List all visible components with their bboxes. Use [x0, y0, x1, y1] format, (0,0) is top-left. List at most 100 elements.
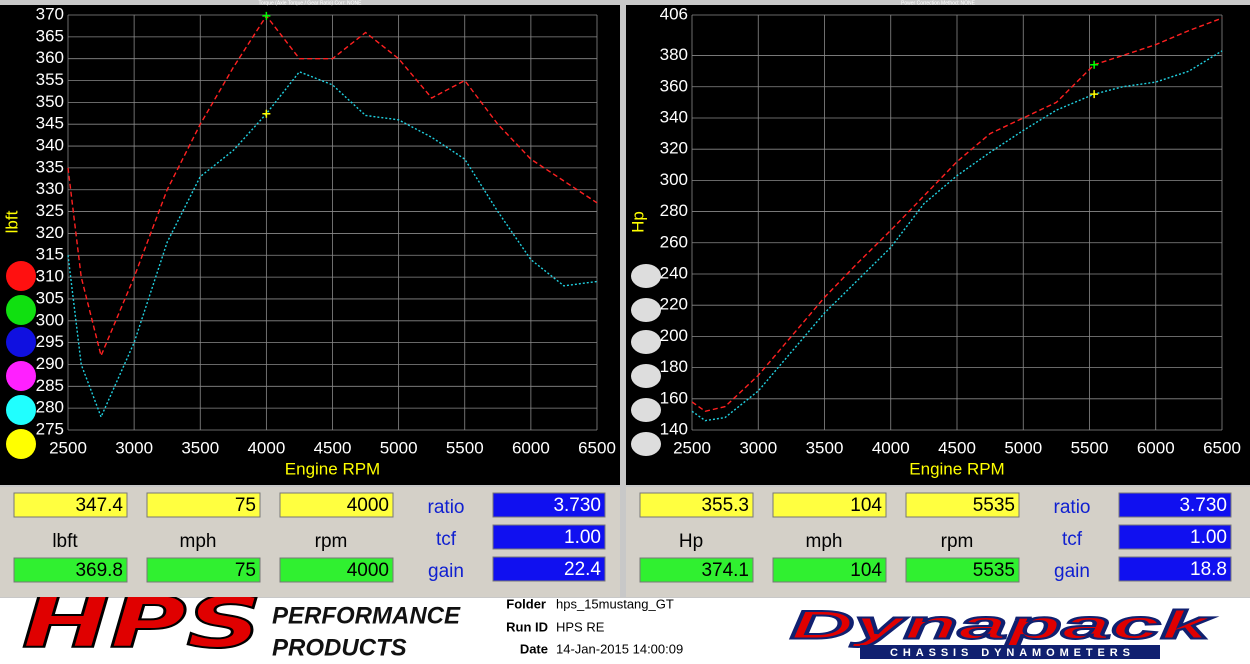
- legend-button[interactable]: [6, 295, 36, 325]
- y-tick-label: 180: [660, 357, 688, 376]
- readout-panel: 347.4 75 4000 lbft mph rpm 369.8 75 4000 ratio 3.7…: [0, 487, 620, 597]
- param-label: gain: [1054, 561, 1090, 582]
- y-tick-label: 320: [660, 139, 688, 158]
- dyno-brand: Dynapack: [790, 604, 1214, 648]
- readout-value: 5535: [973, 560, 1015, 581]
- y-tick-label: 280: [36, 398, 64, 417]
- y-tick-label: 370: [36, 4, 64, 23]
- cursor-marker: [1090, 60, 1099, 69]
- y-tick-label: 355: [36, 70, 64, 89]
- cursor-marker: [262, 11, 271, 20]
- readout-unit: mph: [806, 531, 843, 552]
- y-axis-label: Hp: [628, 211, 647, 233]
- x-tick-label: 6000: [512, 438, 550, 457]
- param-value: 18.8: [1190, 559, 1227, 580]
- legend-button[interactable]: [6, 327, 36, 357]
- readout-unit: mph: [180, 531, 217, 552]
- y-tick-label: 380: [660, 45, 688, 64]
- x-tick-label: 5000: [380, 438, 418, 457]
- param-value-box: [1118, 556, 1232, 582]
- readout-value: 347.4: [75, 495, 123, 516]
- y-tick-label: 335: [36, 157, 64, 176]
- chart-bg: [0, 5, 620, 485]
- legend-button[interactable]: [631, 298, 661, 322]
- y-tick-label: 160: [660, 388, 688, 407]
- chart-bg: [626, 5, 1250, 485]
- readout-value: 104: [850, 495, 882, 516]
- readout-value-box: [905, 557, 1020, 583]
- readout-value-box: [639, 557, 754, 583]
- series-line: [67, 70, 598, 419]
- legend-button[interactable]: [631, 432, 661, 456]
- x-tick-label: 5500: [1071, 438, 1109, 457]
- readout-value: 355.3: [701, 495, 749, 516]
- info-label: Folder: [506, 596, 546, 611]
- y-tick-label: 350: [36, 92, 64, 111]
- y-tick-label: 340: [36, 136, 64, 155]
- y-tick-label: 280: [660, 201, 688, 220]
- readout-value: 5535: [973, 495, 1015, 516]
- info-label: Run ID: [506, 619, 548, 634]
- x-tick-label: 4000: [872, 438, 910, 457]
- legend-button[interactable]: [631, 264, 661, 288]
- readout-value-box: [13, 557, 128, 583]
- param-value-box: [492, 524, 606, 550]
- legend-button[interactable]: [6, 429, 36, 459]
- series-line: [691, 17, 1223, 413]
- y-tick-label: 300: [660, 170, 688, 189]
- readout-value: 75: [235, 495, 256, 516]
- info-label: Date: [520, 641, 548, 656]
- y-tick-label: 330: [36, 179, 64, 198]
- y-tick-label: 140: [660, 419, 688, 438]
- x-tick-label: 6000: [1137, 438, 1175, 457]
- y-tick-label: 290: [36, 354, 64, 373]
- y-tick-label: 406: [660, 4, 688, 23]
- readout-unit: rpm: [941, 531, 974, 552]
- info-value: 14-Jan-2015 14:00:09: [556, 641, 683, 656]
- y-tick-label: 325: [36, 201, 64, 220]
- y-tick-label: 240: [660, 263, 688, 282]
- y-tick-label: 295: [36, 332, 64, 351]
- readout-value-box: [279, 557, 394, 583]
- param-value: 1.00: [564, 527, 601, 548]
- x-tick-label: 4500: [314, 438, 352, 457]
- series-line: [67, 14, 598, 358]
- legend-button[interactable]: [631, 330, 661, 354]
- x-tick-label: 5000: [1004, 438, 1042, 457]
- legend-button[interactable]: [6, 395, 36, 425]
- run-info: Folder hps_15mustang_GT Run ID HPS RE Da…: [506, 596, 683, 656]
- cursor-marker: [262, 109, 271, 118]
- y-tick-label: 320: [36, 223, 64, 242]
- legend-button[interactable]: [631, 364, 661, 388]
- y-tick-label: 345: [36, 114, 64, 133]
- param-label: ratio: [1054, 497, 1091, 518]
- legend-button[interactable]: [6, 361, 36, 391]
- legend-button[interactable]: [631, 398, 661, 422]
- x-axis-label: Engine RPM: [909, 459, 1004, 478]
- y-tick-label: 365: [36, 26, 64, 45]
- x-tick-label: 4000: [247, 438, 285, 457]
- y-tick-label: 275: [36, 419, 64, 438]
- param-value: 3.730: [1179, 495, 1227, 516]
- x-tick-label: 2500: [673, 438, 711, 457]
- param-value-box: [1118, 492, 1232, 518]
- readout-value-box: [279, 492, 394, 518]
- x-tick-label: 2500: [49, 438, 87, 457]
- param-value: 3.730: [553, 495, 601, 516]
- info-value: hps_15mustang_GT: [556, 596, 674, 611]
- x-tick-label: 4500: [938, 438, 976, 457]
- y-tick-label: 340: [660, 107, 688, 126]
- x-axis-label: Engine RPM: [285, 459, 380, 478]
- chart-title: Torque (Axle Torque / Gear Ratio) Corr: …: [258, 0, 362, 6]
- readout-panel: 355.3 104 5535 Hp mph rpm 374.1 104 5535 ratio 3.7…: [626, 487, 1250, 597]
- param-value-box: [1118, 524, 1232, 550]
- y-tick-label: 310: [36, 267, 64, 286]
- readout-unit: rpm: [315, 531, 348, 552]
- chart-title: Power Correction Method: NONE: [901, 0, 976, 6]
- brand-sub: PERFORMANCE: [272, 602, 461, 629]
- legend-button[interactable]: [6, 261, 36, 291]
- y-tick-label: 200: [660, 326, 688, 345]
- readout-value-box: [772, 557, 887, 583]
- x-tick-label: 5500: [446, 438, 484, 457]
